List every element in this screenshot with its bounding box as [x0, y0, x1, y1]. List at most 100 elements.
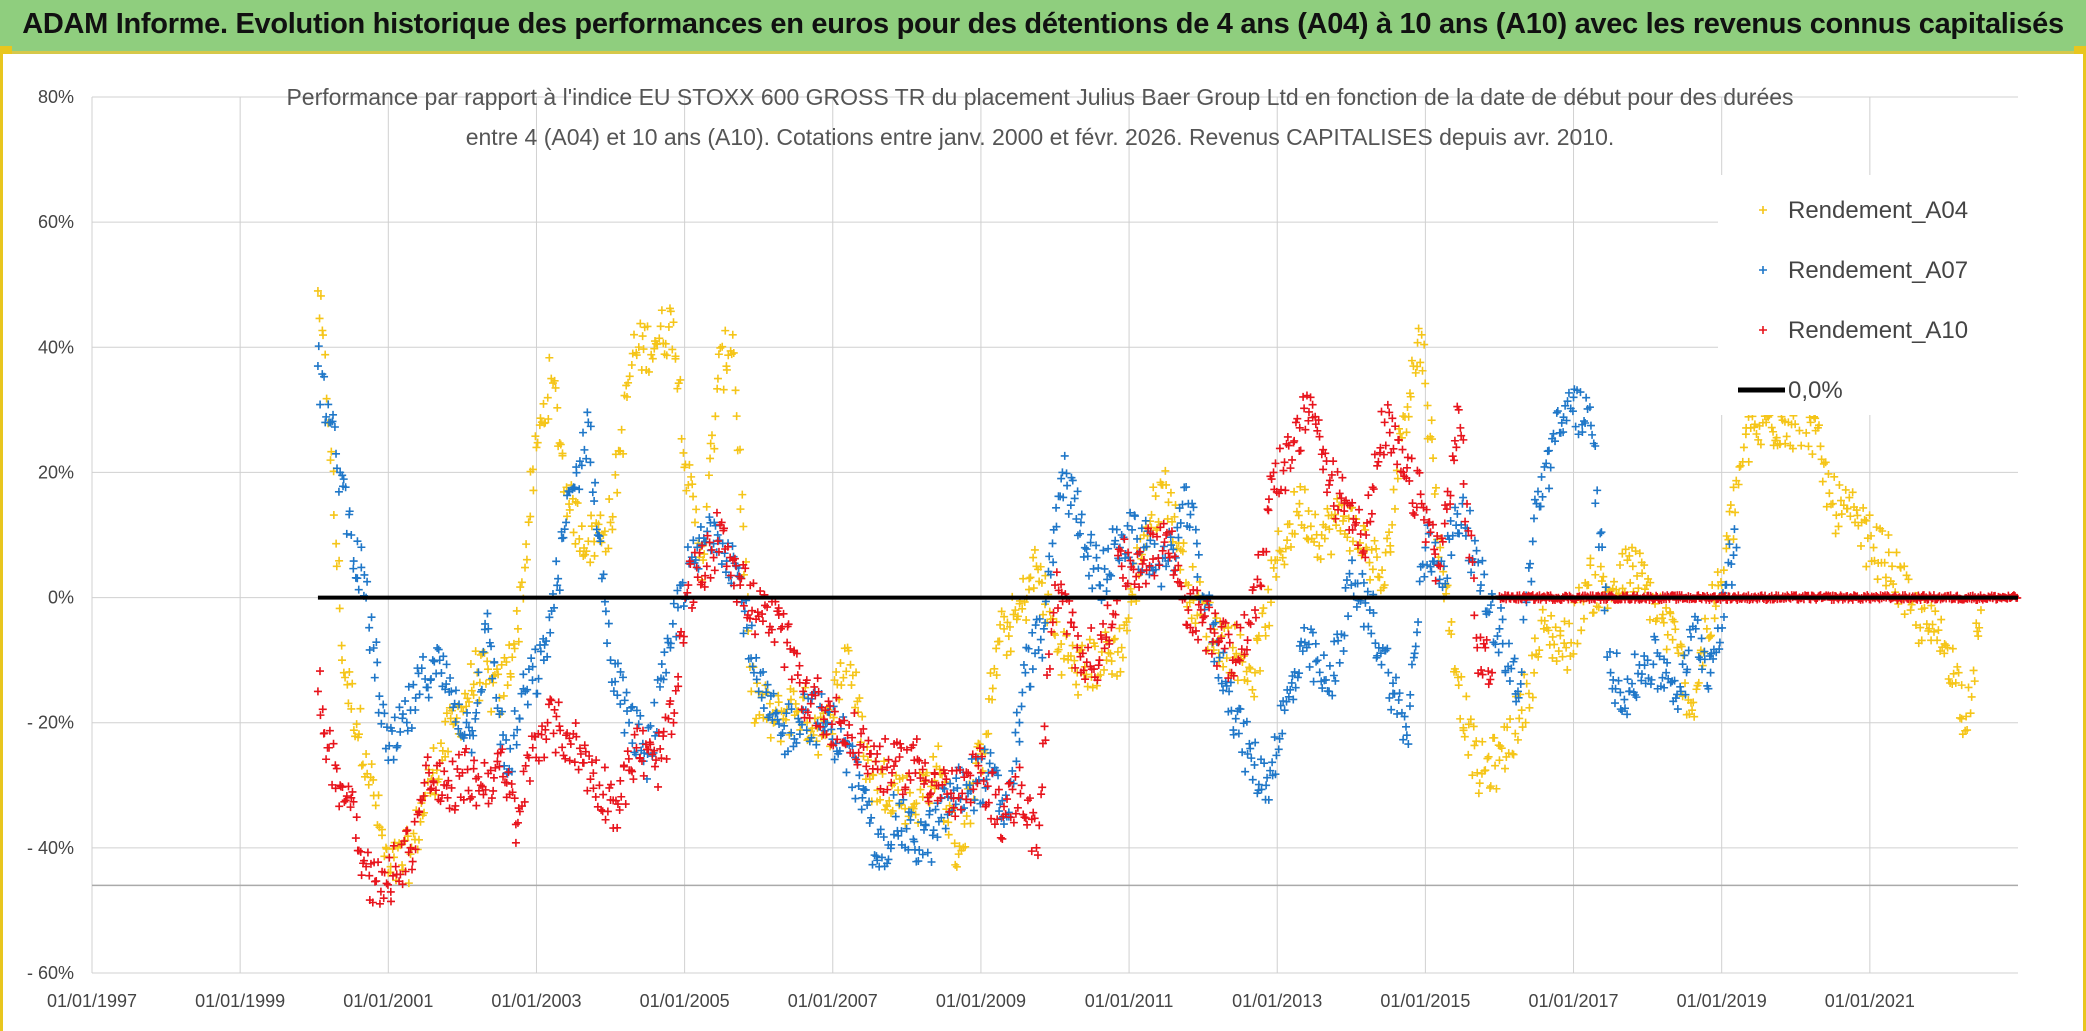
data-point	[611, 677, 620, 686]
data-point	[1107, 571, 1116, 580]
data-point	[1368, 565, 1377, 574]
data-point	[595, 532, 604, 541]
data-point	[445, 804, 454, 813]
data-point	[357, 871, 366, 880]
data-point	[848, 783, 857, 792]
chart-title: Performance par rapport à l'indice EU ST…	[286, 84, 1793, 150]
data-point	[894, 786, 903, 795]
data-point	[519, 684, 528, 693]
data-point	[540, 640, 549, 649]
data-point	[1862, 516, 1871, 525]
data-point	[583, 786, 592, 795]
data-point	[1370, 450, 1379, 459]
data-point	[329, 739, 338, 748]
data-point	[1486, 782, 1495, 791]
data-point	[1231, 714, 1240, 723]
data-point	[1560, 617, 1569, 626]
data-point	[895, 752, 904, 761]
data-point	[544, 414, 553, 423]
data-point	[1272, 572, 1281, 581]
data-point	[1264, 506, 1273, 515]
data-point	[499, 731, 508, 740]
data-point	[522, 540, 531, 549]
y-tick-label: - 40%	[27, 838, 74, 858]
data-point	[1634, 584, 1643, 593]
data-point	[824, 697, 833, 706]
data-point	[515, 714, 524, 723]
data-point	[1026, 682, 1035, 691]
data-point	[314, 342, 323, 351]
data-point	[858, 793, 867, 802]
data-point	[492, 693, 501, 702]
data-point	[1484, 680, 1493, 689]
data-point	[1113, 647, 1122, 656]
data-point	[1048, 539, 1057, 548]
data-point	[1037, 790, 1046, 799]
data-point	[1955, 713, 1964, 722]
y-tick-label: - 60%	[27, 963, 74, 983]
data-point	[1082, 670, 1091, 679]
data-point	[765, 710, 774, 719]
data-point	[1369, 485, 1378, 494]
x-tick-label: 01/01/1999	[195, 991, 285, 1011]
data-point	[1276, 547, 1285, 556]
y-tick-label: 20%	[38, 462, 74, 482]
data-point	[344, 699, 353, 708]
data-point	[616, 776, 625, 785]
data-point	[1258, 609, 1267, 618]
data-point	[423, 753, 432, 762]
data-point	[1225, 687, 1234, 696]
data-point	[411, 845, 420, 854]
data-point	[1563, 397, 1572, 406]
data-point	[1671, 694, 1680, 703]
data-point	[454, 750, 463, 759]
data-point	[1066, 652, 1075, 661]
data-point	[714, 350, 723, 359]
data-point	[352, 813, 361, 822]
data-point	[553, 403, 562, 412]
data-point	[1427, 435, 1436, 444]
data-point	[937, 813, 946, 822]
data-point	[848, 742, 857, 751]
data-point	[1171, 501, 1180, 510]
data-point	[1684, 646, 1693, 655]
data-point	[929, 826, 938, 835]
data-point	[1596, 529, 1605, 538]
data-point	[817, 731, 826, 740]
data-point	[916, 818, 925, 827]
data-point	[519, 670, 528, 679]
data-point	[874, 830, 883, 839]
data-point	[587, 522, 596, 531]
data-point	[335, 802, 344, 811]
data-point	[1693, 616, 1702, 625]
data-point	[772, 708, 781, 717]
data-point	[830, 755, 839, 764]
data-point	[1021, 668, 1030, 677]
data-point	[1248, 685, 1257, 694]
data-point	[525, 777, 534, 786]
data-point	[453, 765, 462, 774]
data-point	[1243, 677, 1252, 686]
data-point	[1254, 780, 1263, 789]
data-point	[469, 764, 478, 773]
data-point	[1666, 609, 1675, 618]
data-point	[623, 747, 632, 756]
data-point	[1911, 621, 1920, 630]
legend-label: 0,0%	[1788, 377, 1843, 404]
data-point	[1464, 750, 1473, 759]
data-point	[323, 743, 332, 752]
data-point	[1013, 803, 1022, 812]
data-point	[546, 695, 555, 704]
data-point	[1096, 670, 1105, 679]
data-point	[1139, 556, 1148, 565]
data-point	[1166, 533, 1175, 542]
data-point	[491, 763, 500, 772]
data-point	[1232, 649, 1241, 658]
data-point	[529, 486, 538, 495]
data-point	[1606, 668, 1615, 677]
data-point	[1772, 433, 1781, 442]
data-point	[1514, 693, 1523, 702]
data-point	[570, 758, 579, 767]
data-point	[1092, 541, 1101, 550]
data-point	[700, 550, 709, 559]
